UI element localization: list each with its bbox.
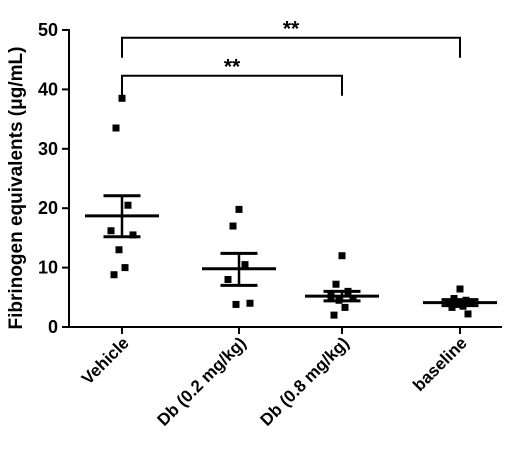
data-point [235,205,243,213]
x-tick-label: Db (0.2 mg/kg) [154,333,250,429]
data-point [129,231,137,239]
data-point [232,300,240,308]
y-tick-label: 10 [38,258,58,278]
y-axis-label: Fibrinogen equivalents (μg/mL) [6,47,27,330]
data-marks [85,94,497,319]
y-tick-label: 50 [38,20,58,40]
data-point [456,285,464,293]
y-tick-label: 30 [38,139,58,159]
y-tick-label: 20 [38,198,58,218]
significance-annotations: ** ** [121,18,461,96]
data-point [118,94,126,102]
data-point [112,124,120,132]
data-point [115,246,123,254]
significance-label: ** [224,56,241,79]
axes: 0 10 20 30 40 50 Vehicle Db (0.2 mg/kg) Db (0.8 … [38,20,502,430]
data-point [349,294,357,302]
data-point [124,201,132,209]
data-point [341,303,349,311]
data-point [107,227,115,235]
x-tick-label: Vehicle [78,333,133,388]
data-point [246,299,254,307]
data-point [121,264,129,272]
y-tick-label: 40 [38,79,58,99]
significance-bracket [121,36,461,58]
data-point [448,303,456,311]
data-point [464,310,472,318]
x-tick-label: Db (0.8 mg/kg) [257,333,353,429]
data-point [229,222,237,230]
y-tick-label: 0 [48,317,58,337]
significance-bracket [121,74,343,96]
data-point [241,261,249,269]
data-point [338,252,346,260]
x-tick-label: baseline [409,333,471,395]
significance-label: ** [283,18,300,41]
data-point [110,271,118,279]
data-point [330,311,338,319]
data-point [224,275,232,283]
data-point [332,280,340,288]
